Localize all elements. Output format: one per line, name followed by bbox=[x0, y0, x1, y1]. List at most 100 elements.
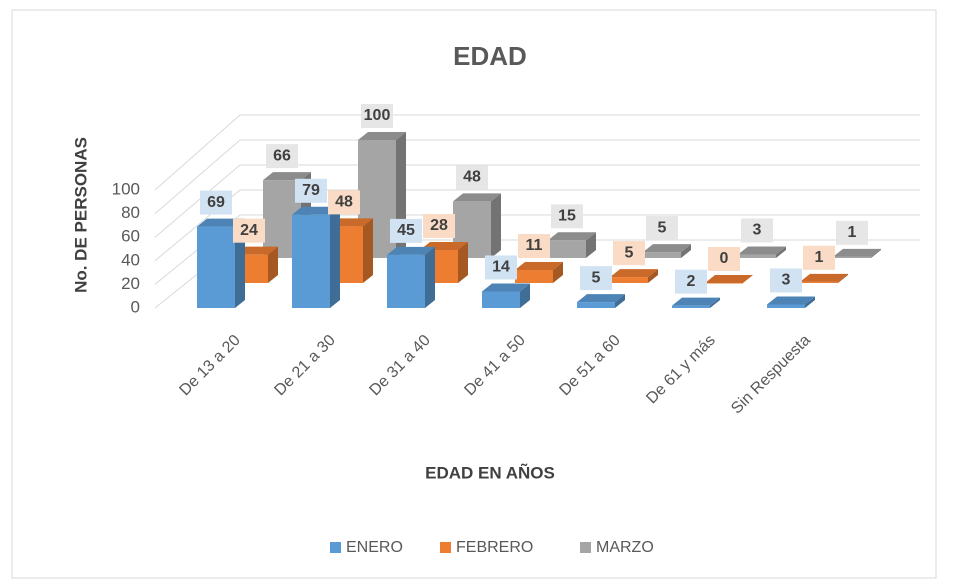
bar-top bbox=[800, 273, 848, 282]
data-label-box bbox=[518, 234, 550, 259]
data-label-box bbox=[266, 144, 298, 169]
chart-title: EDAD bbox=[453, 41, 527, 71]
data-label-box bbox=[233, 218, 265, 243]
bar-top bbox=[610, 269, 658, 278]
bar bbox=[800, 281, 838, 283]
legend-label: ENERO bbox=[346, 539, 403, 556]
data-label: 48 bbox=[463, 169, 481, 186]
bar bbox=[705, 283, 743, 284]
data-label-box bbox=[646, 216, 678, 241]
bar-top bbox=[672, 297, 720, 306]
legend-swatch bbox=[580, 542, 591, 553]
bar-side bbox=[805, 296, 815, 308]
bar-top bbox=[453, 193, 501, 202]
bar-top bbox=[738, 246, 786, 255]
data-label-box bbox=[551, 204, 583, 229]
bar-side bbox=[615, 294, 625, 308]
data-label: 15 bbox=[558, 208, 576, 225]
bar-top bbox=[515, 262, 563, 271]
data-label-box bbox=[803, 245, 835, 270]
bar-side bbox=[268, 246, 278, 283]
bar bbox=[738, 254, 776, 258]
bar bbox=[672, 305, 710, 308]
bar-top bbox=[482, 283, 530, 292]
data-label-box bbox=[836, 220, 868, 245]
bar bbox=[482, 291, 520, 308]
bar-side bbox=[553, 262, 563, 283]
grid-line bbox=[154, 214, 920, 285]
bar-side bbox=[425, 246, 435, 308]
grid-line bbox=[154, 114, 920, 191]
legend-label: MARZO bbox=[596, 539, 654, 556]
bar-side bbox=[363, 218, 373, 283]
bar bbox=[515, 270, 553, 283]
labels: 66 100 48 15 5 3 1 24 48 28 11 5 0 1 69 79 45 14 5 2 3 bbox=[200, 104, 868, 294]
data-label-box bbox=[741, 218, 773, 243]
bar-top bbox=[358, 132, 406, 140]
bar-side bbox=[776, 246, 786, 258]
data-label: 79 bbox=[302, 182, 320, 199]
y-tick-label: 40 bbox=[121, 250, 140, 269]
bar-side bbox=[871, 248, 881, 258]
data-label: 66 bbox=[273, 147, 291, 164]
data-label-box bbox=[770, 268, 802, 293]
data-label: 28 bbox=[430, 217, 448, 234]
bar-top bbox=[833, 248, 881, 257]
bar bbox=[643, 252, 681, 258]
bar bbox=[767, 304, 805, 308]
bar-side bbox=[838, 273, 848, 283]
grid-line bbox=[154, 189, 920, 262]
data-label-box bbox=[295, 178, 327, 203]
bar-top bbox=[387, 246, 435, 255]
x-axis-label: EDAD EN AÑOS bbox=[425, 462, 555, 482]
bar bbox=[292, 214, 330, 308]
bar bbox=[548, 240, 586, 258]
y-axis-label: No. DE PERSONAS bbox=[71, 137, 90, 293]
data-label: 11 bbox=[526, 237, 543, 254]
bar bbox=[577, 302, 615, 308]
bar bbox=[387, 254, 425, 308]
data-label: 0 bbox=[720, 250, 729, 267]
data-label: 3 bbox=[753, 222, 762, 239]
y-tick-label: 60 bbox=[121, 227, 140, 246]
bar-top bbox=[643, 244, 691, 253]
legend-swatch bbox=[330, 542, 341, 553]
bar bbox=[610, 277, 648, 283]
bar-side bbox=[330, 206, 340, 308]
bar-side bbox=[458, 241, 468, 283]
data-label: 3 bbox=[782, 272, 791, 289]
bar-side bbox=[520, 283, 530, 308]
data-label: 5 bbox=[658, 219, 667, 236]
data-label: 69 bbox=[207, 194, 225, 211]
chart-area bbox=[11, 9, 937, 579]
data-label-box bbox=[390, 218, 422, 243]
bar bbox=[197, 226, 235, 308]
data-label-box bbox=[580, 266, 612, 291]
bar-top bbox=[767, 296, 815, 305]
y-tick-label: 100 bbox=[112, 179, 140, 198]
y-tick-label: 20 bbox=[121, 274, 140, 293]
data-label: 14 bbox=[492, 259, 510, 276]
data-label: 5 bbox=[592, 269, 601, 286]
data-label-box bbox=[708, 247, 740, 271]
grid-line bbox=[154, 139, 920, 214]
bar-side bbox=[491, 193, 501, 258]
data-label: 100 bbox=[364, 107, 391, 124]
data-label: 48 bbox=[335, 194, 353, 211]
data-label-box bbox=[328, 190, 360, 215]
bar-side bbox=[648, 269, 658, 283]
data-label-box bbox=[423, 213, 455, 238]
bar bbox=[833, 256, 871, 258]
bar-side bbox=[586, 232, 596, 258]
data-label: 45 bbox=[397, 222, 415, 239]
bar-top bbox=[263, 172, 311, 181]
data-label-box bbox=[675, 269, 707, 294]
bar-top bbox=[577, 294, 625, 303]
legend-label: FEBRERO bbox=[456, 539, 533, 556]
data-label-box bbox=[361, 104, 393, 128]
y-tick-label: 80 bbox=[121, 203, 140, 222]
data-label-box bbox=[456, 165, 488, 190]
data-label: 5 bbox=[625, 244, 634, 261]
bar-side bbox=[681, 244, 691, 258]
data-label: 1 bbox=[815, 249, 824, 266]
